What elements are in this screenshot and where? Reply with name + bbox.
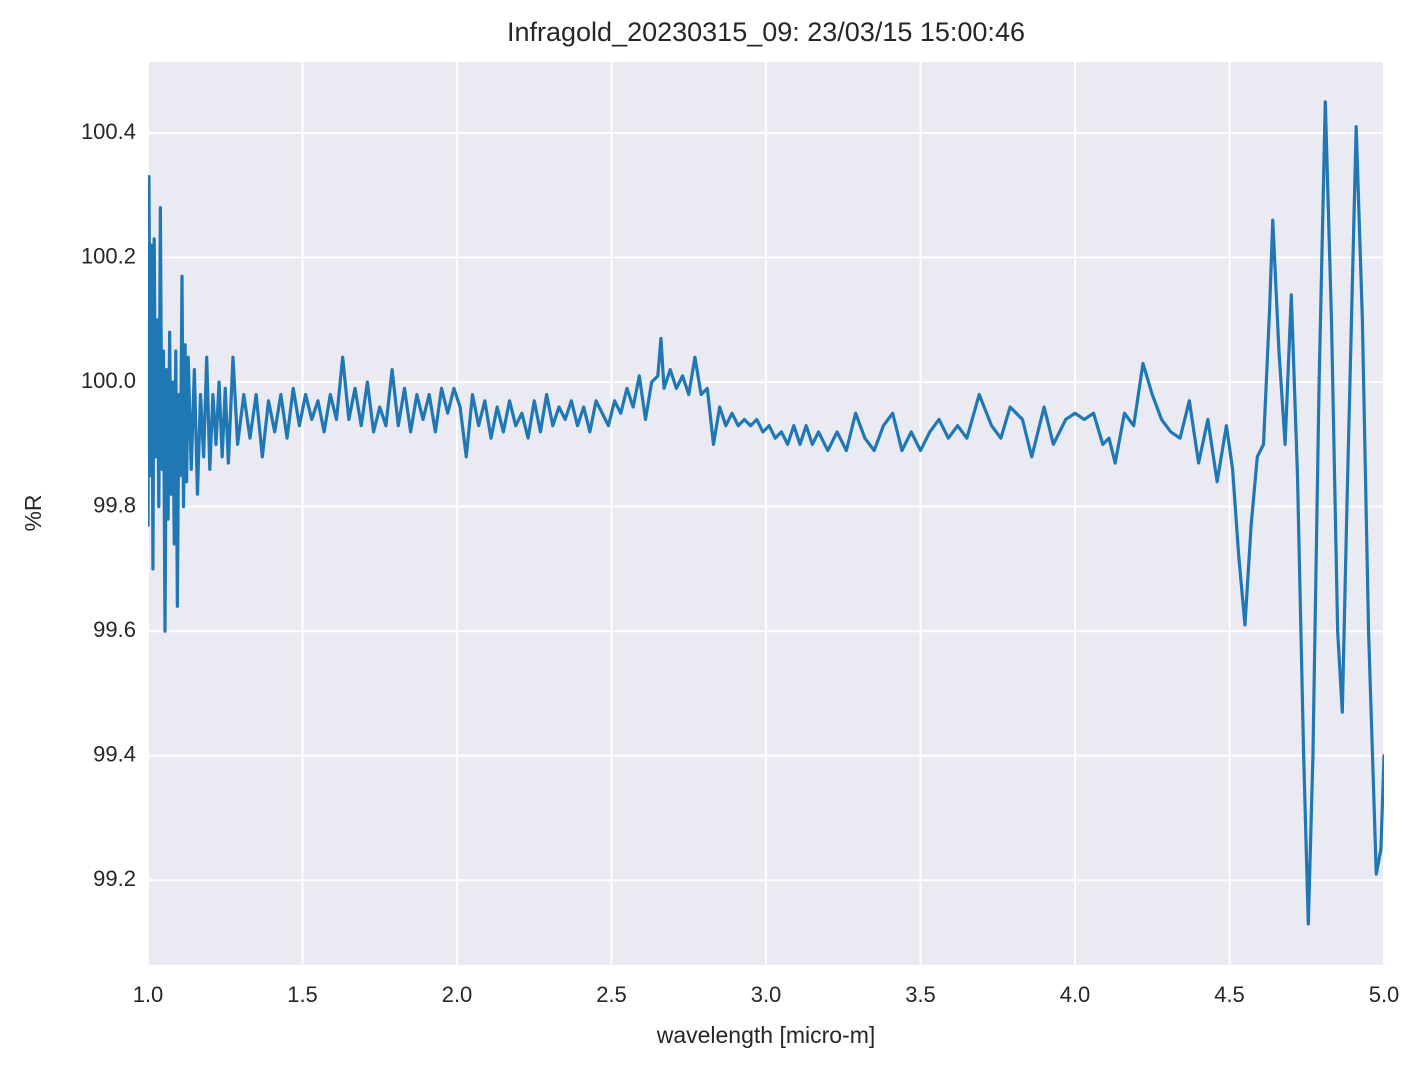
y-tick-label: 100.0: [81, 368, 136, 393]
y-tick-label: 99.2: [93, 866, 136, 891]
x-tick-label: 2.0: [442, 982, 473, 1007]
x-tick-label: 2.5: [596, 982, 627, 1007]
x-tick-label: 4.5: [1214, 982, 1245, 1007]
x-tick-label: 5.0: [1369, 982, 1400, 1007]
x-tick-label: 1.5: [287, 982, 318, 1007]
y-tick-label: 99.8: [93, 492, 136, 517]
x-tick-label: 3.0: [751, 982, 782, 1007]
y-tick-label: 100.4: [81, 119, 136, 144]
data-line: [148, 100, 1384, 926]
x-tick-label: 4.0: [1060, 982, 1091, 1007]
y-tick-label: 99.4: [93, 742, 136, 767]
x-tick-label: 1.0: [133, 982, 164, 1007]
x-axis-label: wavelength [micro-m]: [656, 1022, 876, 1048]
y-tick-label: 99.6: [93, 617, 136, 642]
x-tick-label: 3.5: [905, 982, 936, 1007]
y-tick-label: 100.2: [81, 243, 136, 268]
y-axis-label: %R: [20, 494, 46, 531]
chart-title: Infragold_20230315_09: 23/03/15 15:00:46: [507, 17, 1025, 47]
